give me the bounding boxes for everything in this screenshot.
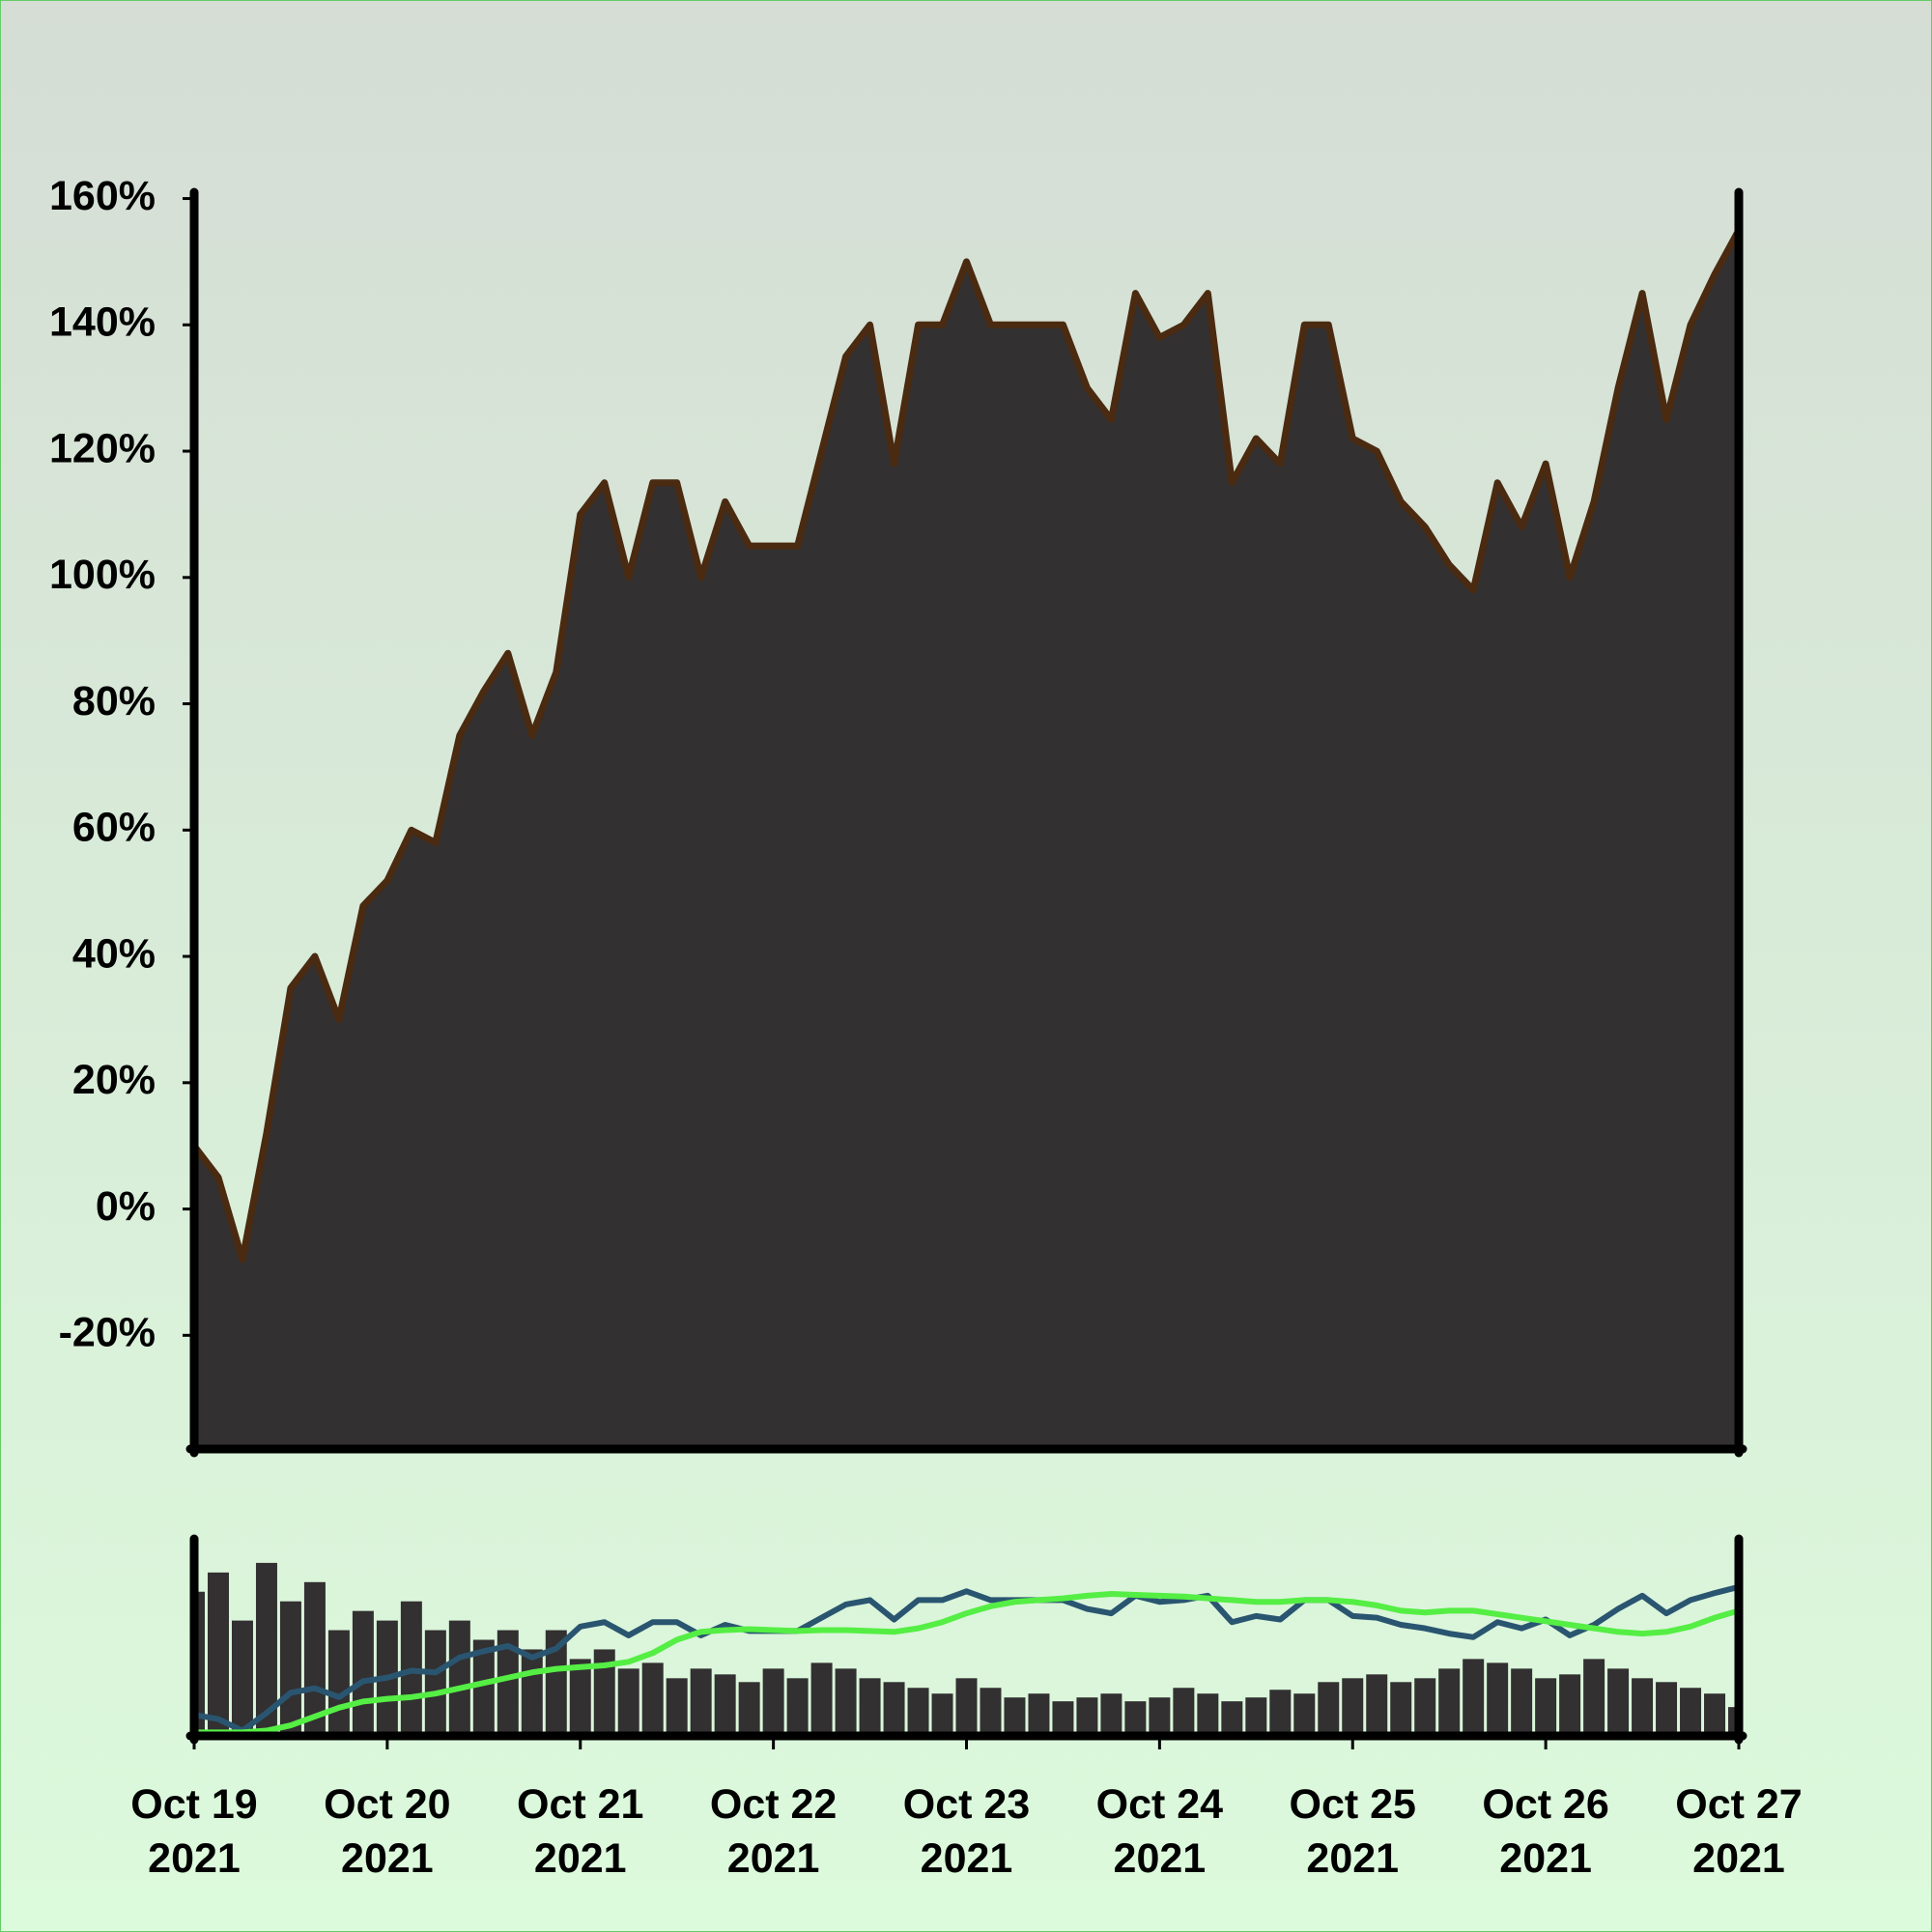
y-tick-label: 160% [49,173,156,219]
y-tick-label: 80% [72,678,156,724]
axes: -20% 0% 20% 40% 60% 80% 100% 120% 140% 160% [49,173,1747,1749]
volume-bar [1293,1693,1316,1736]
volume-bar [714,1674,736,1736]
volume-bar [1366,1674,1388,1736]
volume-bar [883,1682,905,1736]
x-tick-label: Oct 24 2021 [1095,1781,1224,1882]
volume-bar [1173,1688,1195,1736]
volume-bar [1028,1693,1050,1736]
volume-bar [1463,1659,1485,1736]
volume-bar [690,1668,712,1736]
volume-bar [955,1678,978,1736]
x-tick-label: Oct 25 2021 [1289,1781,1416,1882]
volume-bar [1656,1682,1678,1736]
volume-bar [835,1668,857,1736]
y-tick-label: -20% [59,1310,156,1356]
volume-bar [762,1668,784,1736]
volume-bar [1076,1697,1098,1736]
y-tick-label: 20% [72,1057,156,1103]
x-tick-label: Oct 23 2021 [902,1781,1031,1882]
main-plot [194,228,1739,1449]
x-tick-label: Oct 20 2021 [324,1781,451,1882]
volume-bar [738,1682,760,1736]
volume-bar [1100,1693,1122,1736]
volume-bar [472,1639,495,1736]
volume-bar [207,1572,229,1736]
volume-bar [1124,1701,1147,1736]
volume-bar [593,1649,615,1736]
volume-bar [1149,1697,1171,1736]
overview-line [194,1591,1739,1736]
volume-bar [1004,1697,1026,1736]
y-tick-label: 140% [49,299,156,346]
volume-bar [810,1662,833,1736]
overview-plot [194,1562,1739,1736]
x-tick-label: Oct 26 2021 [1482,1781,1609,1882]
area-line [194,228,1739,1264]
volume-bar [1680,1688,1702,1736]
volume-bar [1704,1693,1726,1736]
volume-bar [1052,1701,1074,1736]
volume-bar [303,1581,326,1736]
volume-bar [1414,1678,1436,1736]
volume-bar [931,1693,953,1736]
y-tick-label: 100% [49,552,156,598]
volume-bar [786,1678,809,1736]
volume-bar [1487,1662,1509,1736]
volume-bar [1728,1707,1739,1736]
volume-bar [1535,1678,1557,1736]
volume-bar [569,1659,591,1736]
volume-bar [194,1591,205,1736]
y-tick-label: 40% [72,930,156,977]
volume-bar [352,1610,374,1736]
volume-bar [980,1688,1002,1736]
volume-bar [1269,1690,1292,1736]
overview-line [194,1583,1739,1734]
volume-bar [666,1678,688,1736]
volume-bar [279,1601,301,1736]
volume-bar [1390,1682,1412,1736]
volume-bar [1438,1668,1461,1736]
volume-bar [907,1688,929,1736]
y-tick-label: 120% [49,425,156,471]
x-tick-label: Oct 19 2021 [130,1781,258,1882]
x-tick-label: Oct 21 2021 [517,1781,644,1882]
volume-bar [1197,1693,1219,1736]
volume-bar [1607,1668,1630,1736]
volume-bar [327,1630,350,1736]
volume-bar [545,1630,567,1736]
y-tick-label: 60% [72,805,156,851]
volume-bar [255,1562,277,1736]
volume-bar [1245,1697,1267,1736]
x-tick-label: Oct 27 2021 [1675,1781,1803,1882]
volume-bar [521,1649,543,1736]
volume-bar [1559,1674,1581,1736]
volume-bar [1583,1659,1605,1736]
volume-bar [1342,1678,1364,1736]
volume-bar [424,1630,446,1736]
volume-bar [1221,1701,1243,1736]
y-tick-label: 0% [96,1183,156,1230]
x-tick-label: Oct 22 2021 [709,1781,838,1882]
volume-bar [231,1620,253,1736]
volume-bar [859,1678,881,1736]
volume-bar [1318,1682,1340,1736]
volume-bar [448,1620,470,1736]
volume-bar [1511,1668,1533,1736]
volume-bar [617,1668,639,1736]
volume-bar [1632,1678,1654,1736]
volume-bar [497,1630,519,1736]
volume-bar [641,1662,664,1736]
